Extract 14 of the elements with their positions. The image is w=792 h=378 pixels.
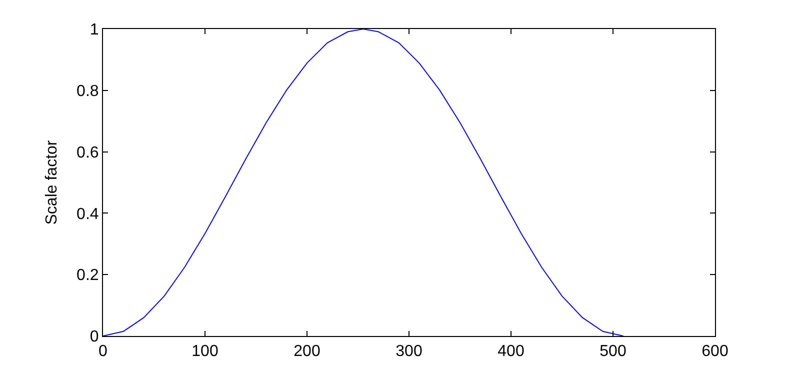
x-tick-label: 600 — [702, 343, 728, 360]
x-tick-label: 100 — [192, 343, 218, 360]
y-tick-label: 0.2 — [76, 267, 99, 284]
y-tick-label: 0 — [90, 328, 99, 346]
y-tick-label: 0.4 — [76, 206, 99, 223]
line-series — [103, 29, 624, 336]
y-tick-label: 1 — [90, 22, 99, 39]
x-tick-label: 200 — [294, 343, 320, 360]
y-tick-label: 0.6 — [76, 144, 99, 162]
x-tick-label: 400 — [498, 343, 524, 360]
y-tick-label: 0.8 — [76, 83, 99, 100]
x-tick-label: 500 — [600, 343, 626, 360]
y-axis-title: Scale factor — [43, 140, 60, 225]
x-tick-label: 300 — [396, 343, 422, 360]
